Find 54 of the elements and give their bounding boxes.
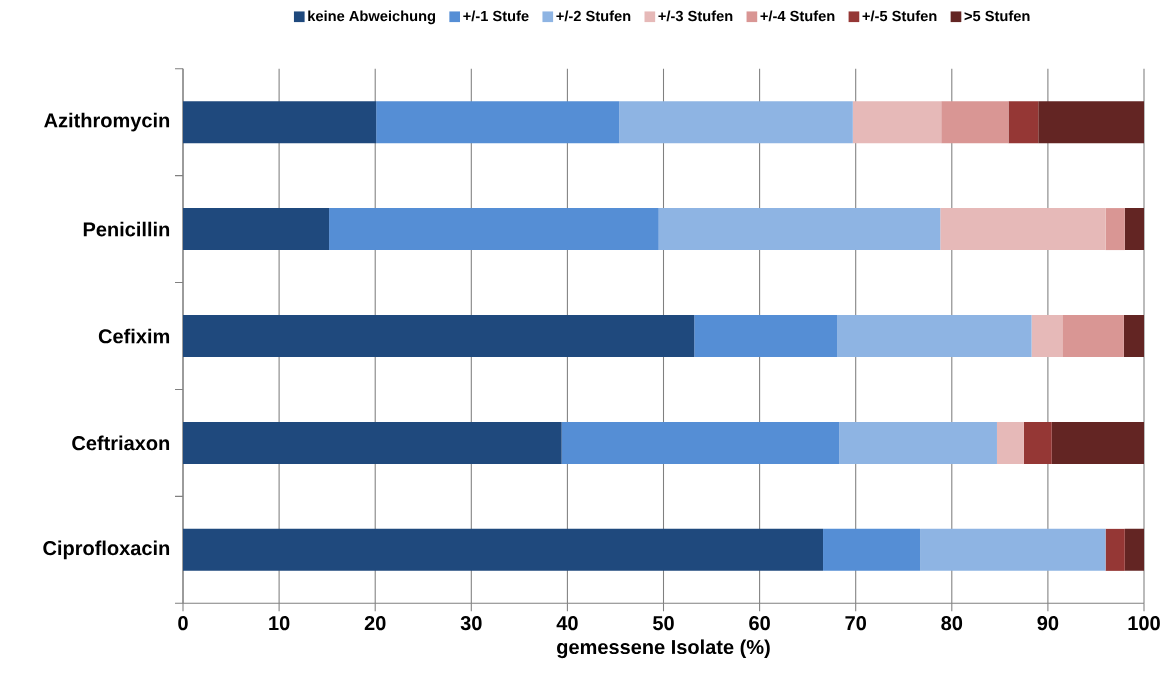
bar xyxy=(561,421,840,464)
bar xyxy=(839,421,997,464)
x-tick-label: 80 xyxy=(941,615,963,631)
bar xyxy=(1031,314,1063,357)
legend-label: +/-3 Stufen xyxy=(658,10,733,22)
legend-label: >5 Stufen xyxy=(964,10,1030,22)
bar xyxy=(658,207,941,250)
bar xyxy=(1105,528,1125,571)
bar xyxy=(183,421,562,464)
x-tick-label: 40 xyxy=(556,615,578,631)
x-tick-label: 0 xyxy=(178,615,188,631)
x-tick-label: 30 xyxy=(460,615,482,631)
y-tick-label: Ciprofloxacin xyxy=(43,540,170,560)
bar xyxy=(1008,100,1039,143)
x-tick-label: 90 xyxy=(1037,615,1059,631)
legend-label: +/-5 Stufen xyxy=(862,10,937,22)
bar xyxy=(852,100,942,143)
bar xyxy=(823,528,921,571)
x-tick-label: 20 xyxy=(364,615,386,631)
bar xyxy=(1105,207,1125,250)
x-tick-label: 100 xyxy=(1128,615,1160,631)
y-tick-label: Penicillin xyxy=(83,221,170,237)
bar xyxy=(619,100,853,143)
bar xyxy=(183,314,695,357)
bar xyxy=(837,314,1032,357)
bar xyxy=(183,207,330,250)
x-tick-label: 60 xyxy=(749,615,770,631)
y-tick-label: Ceftriaxon xyxy=(72,435,170,451)
y-tick-label: Azithromycin xyxy=(44,112,170,132)
bar xyxy=(940,207,1106,250)
legend-label: keine Abweichung xyxy=(308,10,436,25)
bar xyxy=(376,100,620,143)
bar xyxy=(1038,100,1144,143)
bar xyxy=(996,421,1024,464)
bar xyxy=(1124,207,1144,250)
bar xyxy=(1124,528,1144,571)
legend-label: +/-1 Stufe xyxy=(463,10,529,22)
bar xyxy=(183,528,824,571)
legend-label: +/-4 Stufen xyxy=(760,10,835,22)
x-tick-label: 50 xyxy=(652,615,674,631)
bar xyxy=(329,207,659,250)
bar xyxy=(1123,314,1144,357)
bar xyxy=(920,528,1106,571)
bar xyxy=(1023,421,1052,464)
x-tick-label: 10 xyxy=(269,615,290,631)
bar xyxy=(694,314,838,357)
bar xyxy=(1062,314,1124,357)
bar xyxy=(1051,421,1144,464)
legend-label: +/-2 Stufen xyxy=(556,10,631,22)
bar xyxy=(941,100,1009,143)
x-axis-title: gemessene Isolate (%) xyxy=(557,639,770,658)
x-tick-label: 70 xyxy=(845,615,866,631)
bar xyxy=(183,100,377,143)
y-tick-label: Cefixim xyxy=(98,328,170,344)
